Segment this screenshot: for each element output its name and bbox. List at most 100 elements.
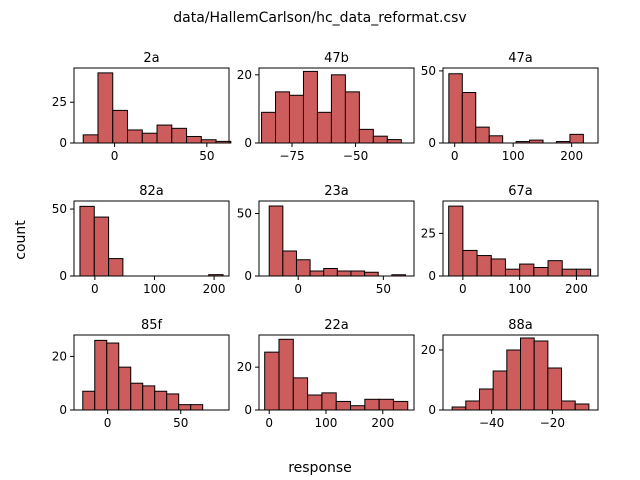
y-tick-label: 20	[421, 343, 436, 357]
x-tick-label: 200	[203, 282, 226, 296]
histogram-bar	[127, 129, 143, 144]
x-tick-label: 0	[265, 416, 273, 430]
histogram-bar	[190, 404, 204, 411]
histogram-bar	[302, 70, 318, 144]
y-tick-label: 0	[244, 269, 252, 283]
histogram-bar	[268, 205, 284, 277]
histogram-bar	[261, 111, 277, 144]
x-tick-label: 50	[173, 416, 188, 430]
histogram-bar	[141, 132, 158, 144]
histogram-bar	[112, 109, 129, 144]
histogram-bar	[94, 339, 108, 411]
subplot-title: 82a	[139, 184, 164, 199]
histogram-bar	[358, 128, 374, 144]
x-tick-label: 200	[371, 416, 394, 430]
histogram-bar	[547, 260, 563, 277]
histogram-bar	[79, 205, 95, 277]
histogram-bar	[350, 405, 366, 411]
histogram-bar	[561, 268, 577, 277]
histogram-bar	[264, 351, 280, 411]
subplot-88a: 88a −40 −20 0 20	[421, 318, 599, 430]
histogram-bar	[309, 270, 325, 277]
x-tick-label: 0	[459, 282, 467, 296]
histogram-bar	[171, 127, 188, 144]
y-tick-label: 50	[237, 207, 252, 221]
subplot-22a: 22a 0 100 200 0 20	[237, 318, 415, 430]
axes-frame	[442, 67, 599, 144]
x-tick-label: −75	[279, 149, 304, 163]
x-tick-label: 200	[565, 282, 588, 296]
histogram-bar	[106, 342, 120, 411]
axes-frame	[258, 334, 415, 411]
histogram-bar	[574, 403, 590, 411]
figure-title: data/HallemCarlson/hc_data_reformat.csv	[173, 10, 466, 26]
histogram-bar	[448, 73, 463, 144]
histogram-bar	[448, 205, 464, 277]
axes-frame	[442, 334, 599, 411]
x-tick-label: 0	[91, 282, 99, 296]
subplot-title: 67a	[508, 184, 533, 199]
histogram-bar	[476, 255, 492, 277]
x-tick-label: 100	[315, 416, 338, 430]
y-tick-label: 0	[244, 403, 252, 417]
subplot-title: 23a	[324, 184, 349, 199]
histogram-bar	[336, 270, 352, 277]
histogram-bar	[108, 258, 124, 277]
y-tick-label: 50	[421, 64, 436, 78]
subplot-23a: 23a 0 50 0 50	[237, 184, 415, 296]
x-tick-label: −20	[540, 416, 565, 430]
y-tick-label: 25	[421, 226, 436, 240]
x-tick-label: 0	[451, 149, 459, 163]
axes-frame	[258, 67, 415, 144]
axes-frame	[73, 334, 230, 411]
histogram-bar	[533, 340, 549, 411]
x-tick-label: 100	[143, 282, 166, 296]
histogram-bar	[292, 377, 309, 411]
y-tick-label: 20	[237, 360, 252, 374]
axes-frame	[258, 200, 415, 277]
histogram-bar	[378, 398, 394, 411]
histogram-bar	[392, 400, 409, 411]
subplot-85f: 85f 0 50 0 20	[52, 318, 230, 430]
histogram-bar	[575, 268, 592, 277]
histogram-bar	[386, 139, 402, 144]
histogram-bar	[307, 394, 323, 411]
histogram-bar	[178, 404, 192, 411]
histogram-bar	[519, 263, 535, 277]
axes-frame	[73, 200, 230, 277]
histogram-bar	[465, 400, 480, 411]
subplot-47b: 47b −75 −50 0 20	[237, 51, 415, 163]
y-tick-label: 20	[237, 68, 252, 82]
histogram-bar	[490, 258, 506, 277]
histogram-bar	[82, 134, 99, 144]
histogram-bar	[321, 392, 337, 411]
subplot-title: 47b	[324, 51, 349, 66]
histogram-bar	[278, 338, 294, 411]
histogram-bar	[344, 91, 360, 144]
subplot-82a: 82a 0 100 200 0 50	[52, 184, 230, 296]
y-tick-label: 0	[59, 403, 67, 417]
histogram-bar	[97, 72, 114, 144]
y-tick-label: 50	[52, 202, 67, 216]
x-tick-label: 200	[560, 149, 583, 163]
histogram-bar	[569, 133, 584, 144]
histogram-bar	[335, 400, 352, 411]
subplot-67a: 67a 0 100 200 0 25	[421, 184, 599, 296]
x-tick-label: 0	[111, 149, 119, 163]
histogram-bar	[475, 126, 490, 144]
y-tick-label: 0	[59, 269, 67, 283]
y-tick-label: 0	[428, 136, 436, 150]
histogram-bar	[488, 135, 504, 144]
histogram-bar	[130, 382, 144, 411]
histogram-bar	[316, 111, 332, 144]
y-tick-label: 20	[52, 349, 67, 363]
histogram-bar	[282, 250, 297, 277]
histogram-bar	[93, 216, 110, 277]
histogram-bar	[82, 390, 96, 411]
x-tick-label: 100	[502, 149, 525, 163]
histogram-bar	[288, 94, 304, 144]
histogram-bar	[372, 135, 388, 144]
subplot-2a: 2a 0 50 0 25	[52, 51, 232, 163]
x-tick-label: 100	[508, 282, 531, 296]
